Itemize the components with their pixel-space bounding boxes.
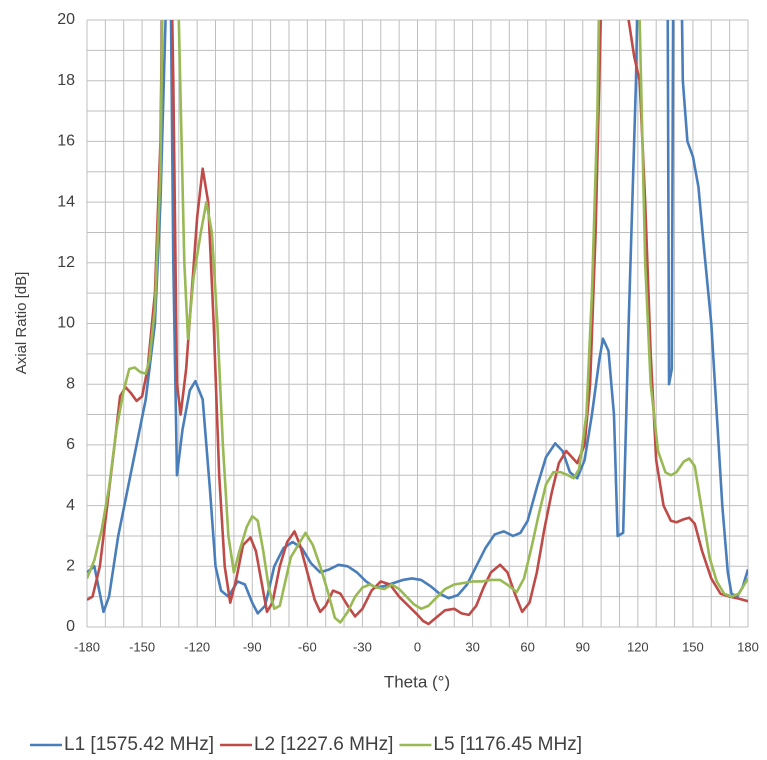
y-tick-label: 0 [66, 618, 75, 635]
y-tick-label: 2 [66, 558, 75, 575]
x-tick-label: 60 [520, 639, 534, 654]
x-tick-label: 150 [682, 639, 704, 654]
x-tick-label: 30 [465, 639, 479, 654]
x-tick-label: 0 [414, 639, 421, 654]
y-tick-label: 14 [57, 193, 75, 210]
x-axis-title: Theta (°) [384, 672, 450, 691]
x-tick-label: 90 [576, 639, 590, 654]
y-tick-label: 12 [57, 254, 75, 271]
x-tick-label: -90 [243, 639, 262, 654]
y-tick-label: 6 [66, 436, 75, 453]
legend-label: L2 [1227.6 MHz] [254, 734, 393, 755]
x-tick-label: 180 [737, 639, 759, 654]
y-tick-label: 8 [66, 375, 75, 392]
series-line [87, 20, 748, 624]
legend-label: L5 [1176.45 MHz] [433, 734, 582, 755]
x-tick-label: -150 [129, 639, 155, 654]
y-tick-label: 20 [57, 11, 75, 28]
y-tick-label: 10 [57, 315, 75, 332]
x-tick-label: -30 [353, 639, 372, 654]
y-tick-label: 4 [66, 497, 75, 514]
y-axis-title: Axial Ratio [dB] [13, 272, 30, 375]
x-tick-label: -180 [74, 639, 100, 654]
y-tick-label: 16 [57, 133, 75, 150]
x-tick-label: 120 [627, 639, 649, 654]
y-tick-label: 18 [57, 72, 75, 89]
series-line [87, 20, 748, 615]
plot-lines [87, 20, 748, 626]
x-tick-label: -120 [184, 639, 210, 654]
legend-label: L1 [1575.42 MHz] [64, 734, 214, 755]
x-tick-label: -60 [298, 639, 317, 654]
